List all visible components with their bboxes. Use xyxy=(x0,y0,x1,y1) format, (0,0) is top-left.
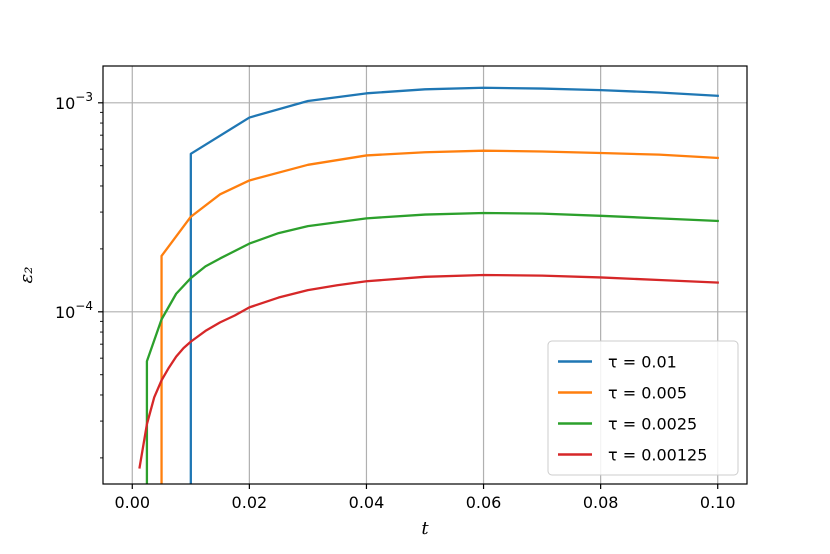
x-tick-label: 0.04 xyxy=(349,493,385,512)
series-line-3 xyxy=(145,211,719,484)
x-tick-label: 0.00 xyxy=(114,493,150,512)
x-tick-label: 0.06 xyxy=(466,493,502,512)
series-layer xyxy=(138,86,719,484)
y-axis-label: ε₂ xyxy=(16,267,37,284)
legend-label: τ = 0.0025 xyxy=(608,415,697,434)
series-line-4 xyxy=(138,273,719,469)
x-axis-label: t xyxy=(421,518,429,539)
tick-layer: 0.00 0.02 0.04 0.06 0.08 0.10 10−4 10−3 xyxy=(55,90,736,512)
legend-box xyxy=(547,340,739,476)
series-line-2 xyxy=(160,149,719,484)
x-tick-label: 0.02 xyxy=(232,493,268,512)
plot-area-frame xyxy=(102,65,748,485)
y-tick-label: 10−3 xyxy=(55,90,93,113)
series-line-1 xyxy=(189,86,719,484)
legend: τ = 0.01 τ = 0.005 τ = 0.0025 τ = 0.00125 xyxy=(547,340,739,476)
grid-layer xyxy=(103,66,747,484)
legend-label: τ = 0.00125 xyxy=(608,446,707,465)
legend-label: τ = 0.01 xyxy=(608,353,677,372)
y-tick-label: 10−4 xyxy=(55,299,93,322)
x-tick-label: 0.10 xyxy=(700,493,736,512)
x-tick-label: 0.08 xyxy=(583,493,619,512)
legend-label: τ = 0.005 xyxy=(608,384,687,403)
